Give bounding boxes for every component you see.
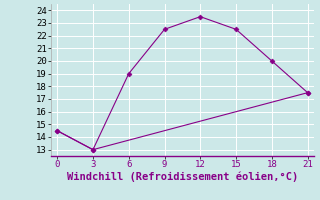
X-axis label: Windchill (Refroidissement éolien,°C): Windchill (Refroidissement éolien,°C): [67, 172, 298, 182]
